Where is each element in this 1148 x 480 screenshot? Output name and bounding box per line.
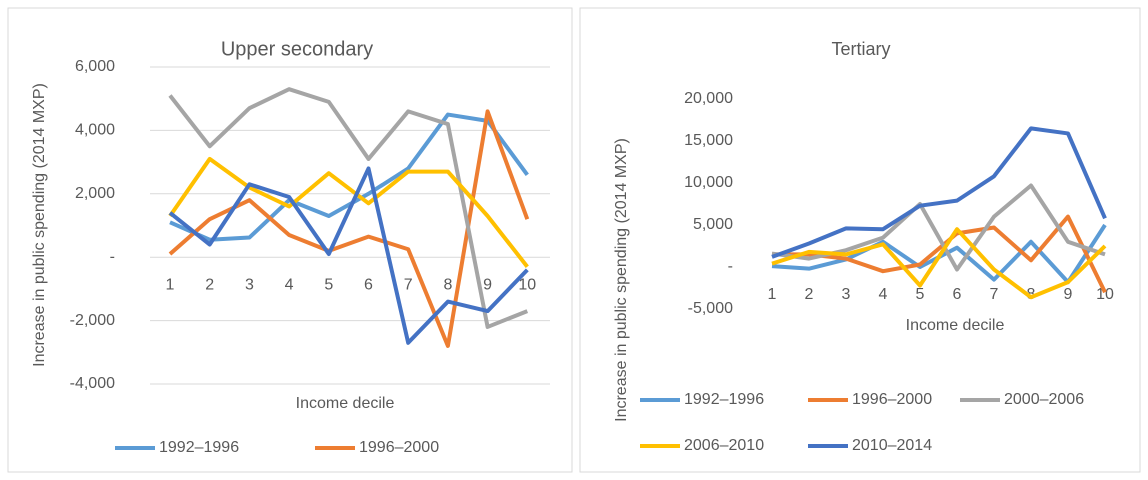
y-tick-label: - [110, 248, 115, 265]
x-tick-label: 10 [518, 276, 536, 293]
panel-border [7, 7, 573, 473]
y-tick-label: 10,000 [684, 174, 733, 191]
series-line [168, 166, 529, 345]
y-tick-label: 4,000 [75, 122, 115, 139]
x-tick-label: 7 [990, 286, 999, 303]
x-tick-label: 1 [166, 276, 175, 293]
x-tick-label: 3 [245, 276, 254, 293]
legend-label: 2006–2010 [684, 437, 764, 454]
series-line [771, 227, 1107, 300]
chart-title: Tertiary [831, 39, 890, 59]
x-axis-title: Income decile [906, 317, 1005, 334]
y-tick-label: 6,000 [75, 58, 115, 75]
x-tick-label: 2 [205, 276, 214, 293]
y-tick-label: 20,000 [684, 90, 733, 107]
y-tick-label: -4,000 [70, 375, 115, 392]
series-line [168, 156, 529, 268]
y-tick-label: 5,000 [693, 216, 733, 233]
x-tick-label: 4 [879, 286, 888, 303]
legend-label: 1992–1996 [159, 439, 239, 456]
series-line [771, 126, 1107, 259]
x-axis-title: Income decile [296, 395, 395, 412]
legend-label: 1992–1996 [684, 391, 764, 408]
series-line [772, 214, 1107, 294]
x-tick-label: 6 [953, 286, 962, 303]
series-line [168, 109, 530, 348]
series-line [168, 87, 529, 329]
x-tick-label: 4 [285, 276, 294, 293]
x-tick-label: 5 [916, 286, 925, 303]
chart-title: Upper secondary [221, 38, 373, 60]
series-line [169, 112, 529, 242]
x-tick-label: 10 [1096, 286, 1114, 303]
x-tick-label: 2 [805, 286, 814, 303]
x-tick-label: 8 [443, 276, 452, 293]
x-tick-label: 9 [1064, 286, 1073, 303]
x-tick-label: 8 [1027, 286, 1036, 303]
legend-label: 2000–2006 [1004, 391, 1084, 408]
x-tick-label: 1 [768, 286, 777, 303]
legend-label: 2010–2014 [852, 437, 932, 454]
y-axis-title: Increase in public spending (2014 MXP) [613, 138, 630, 422]
x-tick-label: 9 [483, 276, 492, 293]
y-tick-label: -5,000 [688, 300, 733, 317]
y-axis-title: Increase in public spending (2014 MXP) [31, 83, 48, 367]
x-tick-label: 5 [324, 276, 333, 293]
x-tick-label: 3 [842, 286, 851, 303]
y-tick-label: 15,000 [684, 132, 733, 149]
legend-label: 1996–2000 [359, 439, 439, 456]
y-tick-label: -2,000 [70, 312, 115, 329]
legend-label: 1996–2000 [852, 391, 932, 408]
x-tick-label: 7 [404, 276, 413, 293]
panel-border [579, 7, 1141, 473]
x-tick-label: 6 [364, 276, 373, 293]
y-tick-label: 2,000 [75, 185, 115, 202]
y-tick-label: - [728, 258, 733, 275]
